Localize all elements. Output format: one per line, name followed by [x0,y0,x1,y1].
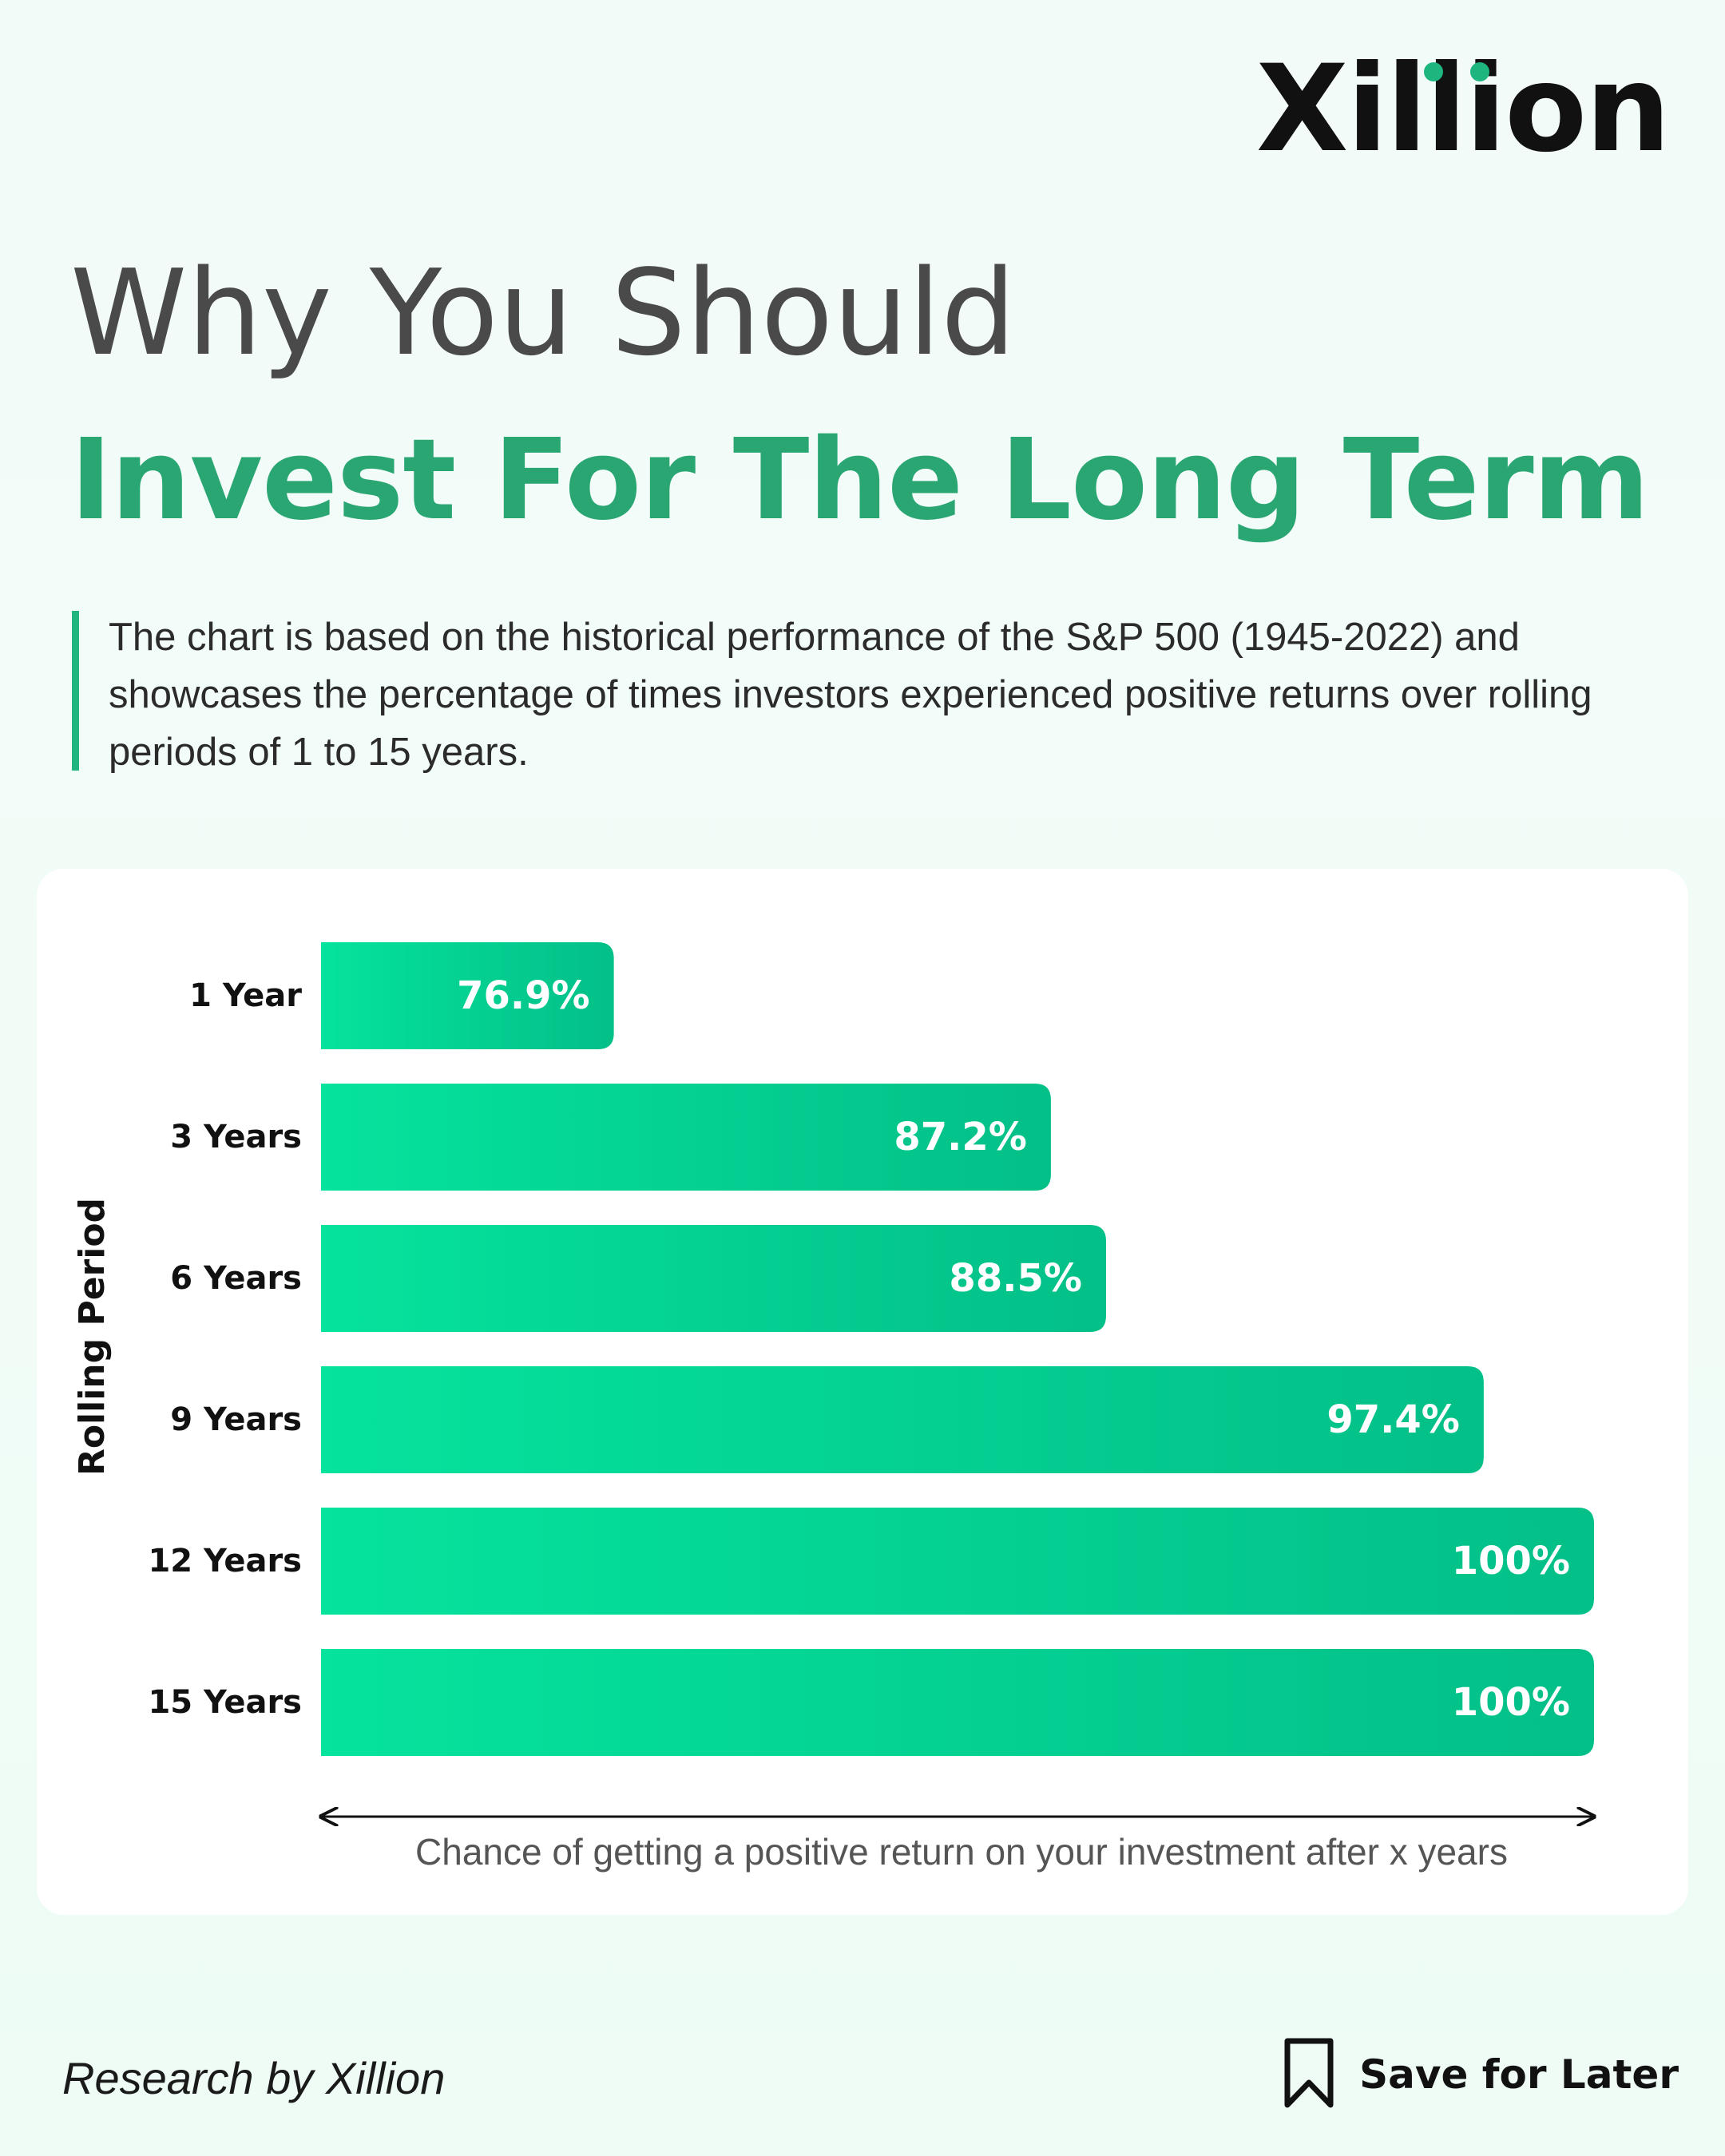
bookmark-icon [1283,2036,1335,2114]
chart-card: 76.9% 1 Year 87.2% 3 Years 88.5% 6 Years 97.4%… [37,869,1688,1915]
bar-value-label: 87.2% [894,1115,1027,1159]
bar-value-label: 76.9% [457,973,590,1018]
save-for-later-label: Save for Later [1359,2051,1679,2098]
title-line-1: Why You Should [70,244,1017,382]
bar-chart: 76.9% 1 Year 87.2% 3 Years 88.5% 6 Years 97.4%… [72,942,1688,1873]
category-label: 3 Years [170,1119,302,1155]
title-line-2: Invest For The Long Term [70,415,1650,545]
bar-value-label: 97.4% [1326,1397,1460,1442]
brand-logo-text: Xillion [1255,40,1671,179]
bars-group: 76.9% 1 Year 87.2% 3 Years 88.5% 6 Years 97.4%… [148,942,1594,1756]
description-text: The chart is based on the historical per… [109,616,1592,774]
category-label: 1 Year [189,977,302,1014]
brand-logo: Xillion [1256,50,1671,169]
bar-value-label: 88.5% [949,1256,1082,1301]
logo-dot [1469,62,1489,81]
bar [321,1366,1484,1473]
bar [321,942,614,1049]
research-credit: Research by Xillion [62,2053,446,2103]
category-label: 6 Years [170,1260,302,1297]
bar [321,1508,1594,1615]
bar-value-label: 100% [1452,1680,1570,1725]
bar [321,1084,1051,1191]
logo-dot [1423,62,1443,81]
bar-value-label: 100% [1452,1539,1570,1583]
x-axis-title: Chance of getting a positive return on y… [415,1831,1508,1873]
y-axis-title: Rolling Period [72,1198,113,1476]
bar [321,1225,1106,1332]
category-label: 15 Years [148,1684,302,1721]
bar [321,1649,1594,1756]
save-for-later-button[interactable]: Save for Later [1283,2035,1679,2114]
description-accent-bar [72,611,79,771]
category-label: 9 Years [170,1401,302,1438]
category-label: 12 Years [148,1543,302,1579]
